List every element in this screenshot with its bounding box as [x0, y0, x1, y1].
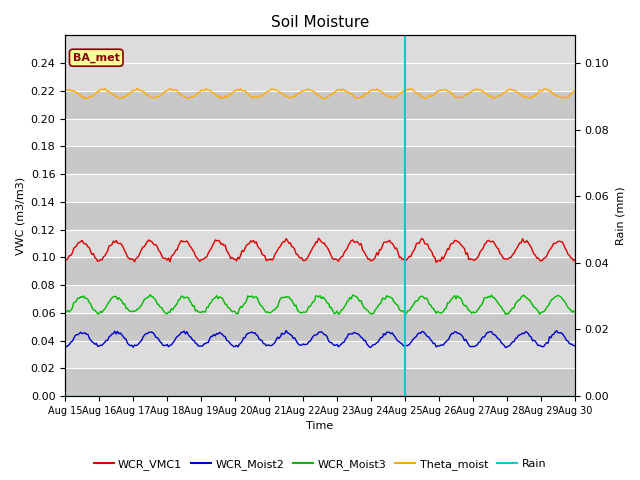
Bar [65, 202, 575, 229]
Bar [65, 368, 575, 396]
Bar [65, 91, 575, 119]
Bar [65, 174, 575, 202]
Bar [65, 257, 575, 285]
Title: Soil Moisture: Soil Moisture [271, 15, 369, 30]
Bar [65, 119, 575, 146]
Bar [65, 229, 575, 257]
Bar [65, 285, 575, 313]
Text: BA_met: BA_met [73, 53, 120, 63]
X-axis label: Time: Time [307, 421, 333, 432]
Y-axis label: VWC (m3/m3): VWC (m3/m3) [15, 177, 25, 255]
Legend: WCR_VMC1, WCR_Moist2, WCR_Moist3, Theta_moist, Rain: WCR_VMC1, WCR_Moist2, WCR_Moist3, Theta_… [89, 455, 551, 474]
Bar [65, 313, 575, 341]
Bar [65, 146, 575, 174]
Y-axis label: Rain (mm): Rain (mm) [615, 186, 625, 245]
Bar [65, 63, 575, 91]
Bar [65, 341, 575, 368]
